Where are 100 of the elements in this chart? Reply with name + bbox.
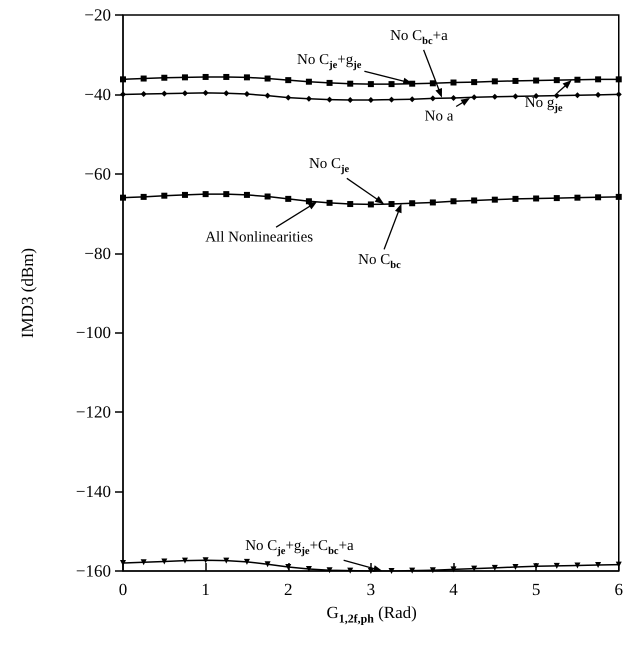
point (554, 562, 560, 569)
point (574, 562, 580, 568)
point (368, 201, 374, 208)
point (430, 567, 436, 574)
point (285, 94, 292, 101)
point (182, 192, 188, 198)
y-axis-title: IMD3 (dBm) (18, 248, 38, 338)
point (223, 191, 230, 198)
point (244, 558, 250, 565)
annotation: No C$_{bc}$ (358, 251, 401, 271)
point (182, 558, 188, 564)
point (595, 194, 602, 200)
point (264, 561, 271, 568)
point (368, 81, 374, 88)
point (285, 564, 292, 570)
point (306, 566, 312, 572)
point (140, 194, 147, 200)
annotation: No g$_{je}$ (524, 94, 563, 114)
point (140, 559, 147, 566)
point (161, 74, 168, 81)
point (347, 201, 354, 208)
point (244, 192, 250, 198)
point (347, 96, 354, 103)
y-tick-label: −160 (76, 562, 111, 580)
point (430, 80, 436, 86)
point (202, 557, 209, 564)
x-tick-label: 6 (614, 580, 623, 599)
point (264, 193, 271, 200)
point (388, 568, 395, 574)
point (306, 96, 312, 102)
point (161, 90, 168, 97)
point (202, 74, 209, 80)
point (450, 95, 456, 102)
point (409, 568, 416, 574)
x-tick-label: 0 (118, 580, 128, 599)
x-tick-label: 2 (284, 580, 292, 599)
annotation: No C$_{bc}$+a (390, 27, 448, 47)
point (388, 201, 395, 208)
annotation: No C$_{je}$+g$_{je}$ (296, 52, 362, 72)
point (554, 195, 560, 202)
point (306, 78, 312, 85)
point (223, 558, 230, 564)
annotation: No a (424, 108, 454, 124)
point (471, 79, 478, 86)
y-tick-label: −80 (84, 244, 111, 263)
y-tick-label: −140 (76, 482, 111, 502)
point (492, 196, 498, 203)
point (554, 92, 560, 99)
point (285, 196, 292, 202)
point (471, 94, 478, 100)
point (264, 76, 271, 82)
point (450, 566, 456, 572)
point (595, 76, 602, 82)
point (347, 568, 354, 574)
point (182, 74, 188, 80)
point (512, 78, 518, 84)
point (285, 77, 292, 84)
annotation: All Nonlinearities (205, 229, 314, 246)
point (450, 80, 456, 86)
x-tick-label: 5 (532, 580, 540, 599)
y-tick-label: −40 (84, 84, 111, 104)
point (264, 92, 271, 99)
point (347, 80, 354, 87)
point (574, 194, 580, 201)
point (574, 76, 580, 83)
point (161, 558, 168, 564)
point (202, 191, 209, 198)
point (533, 78, 540, 84)
point (492, 94, 498, 100)
annotation: No C$_{je}$+g$_{je}$+C$_{bc}$+a (245, 538, 354, 558)
point (409, 200, 416, 206)
point (471, 197, 478, 204)
x-tick-label: 3 (366, 580, 376, 599)
point (388, 81, 395, 88)
point (512, 564, 518, 570)
point (140, 91, 147, 98)
y-tick-label: −100 (76, 323, 111, 342)
point (223, 90, 230, 96)
point (492, 564, 498, 571)
point (409, 96, 416, 102)
x-tick-label: 1 (201, 580, 210, 599)
point (244, 74, 250, 80)
x-tick-label: 4 (449, 580, 458, 599)
point (161, 192, 168, 199)
point (120, 76, 126, 82)
y-tick-label: −120 (76, 402, 111, 422)
point (533, 195, 540, 202)
point (223, 74, 230, 80)
point (140, 76, 147, 82)
y-tick-label: −60 (84, 164, 111, 184)
point (202, 90, 209, 96)
point (326, 200, 333, 206)
point (326, 567, 333, 574)
x-axis-title: G$_{1,2f,ph}$ (Rad) (326, 603, 417, 626)
point (450, 198, 456, 204)
point (430, 95, 436, 102)
point (430, 199, 436, 206)
point (492, 78, 498, 84)
point (326, 80, 333, 86)
point (120, 194, 126, 201)
